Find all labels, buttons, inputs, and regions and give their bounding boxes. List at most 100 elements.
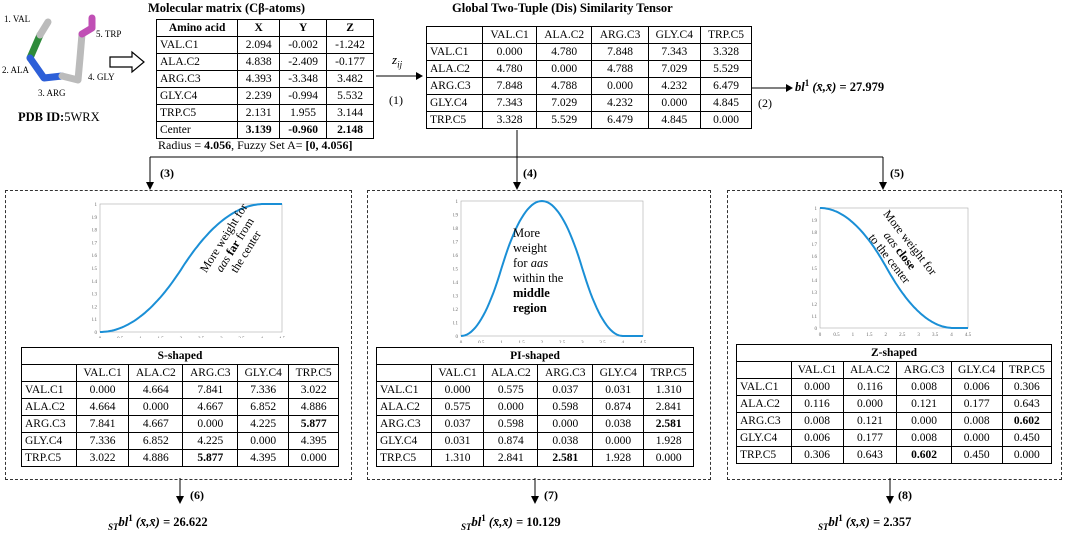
x-tick-label: 3: [220, 337, 223, 338]
z-shaped-curve: [820, 207, 968, 329]
residue-label-val: 1. VAL: [4, 14, 30, 24]
table-cell: 0.000: [700, 111, 752, 129]
table-header: VAL.C1: [75, 364, 130, 382]
mm-cell: -0.177: [326, 53, 374, 71]
y-tick-label: 0.8: [453, 227, 459, 232]
table-header: ALA.C2: [128, 364, 184, 382]
mm-cell: -1.242: [326, 36, 374, 54]
pi-shaped-curve: [460, 199, 643, 337]
table-cell: 0.000: [1001, 446, 1053, 464]
z-result-formula: STbl1 (x̄,x̄) = 2.357: [818, 513, 912, 532]
table-cell: 4.395: [288, 432, 339, 450]
table-cell: 0.177: [842, 429, 898, 447]
table-cell: 6.479: [591, 111, 649, 129]
y-tick-label: 0.2: [812, 303, 818, 308]
table-cell: 0.038: [537, 432, 594, 450]
table-cell: 0.006: [790, 429, 844, 447]
table-cell: 1.928: [643, 432, 694, 450]
mm-cell: 4.393: [237, 70, 281, 88]
mm-cell: -2.409: [279, 53, 328, 71]
table-header: [736, 361, 792, 379]
table-row: GLY.C4 7.336 6.852 4.225 0.000 4.395: [21, 432, 339, 450]
table-row: TRP.C5 1.310 2.841 2.581 1.928 0.000: [376, 449, 694, 467]
table-cell: 0.000: [790, 378, 844, 396]
table-cell: 0.000: [182, 415, 239, 433]
row-label: TRP.C5: [376, 449, 432, 467]
panel-z-shaped: [727, 190, 1062, 480]
table-row: TRP.C5 0.306 0.643 0.602 0.450 0.000: [736, 446, 1053, 464]
x-tick-label: 1: [139, 337, 142, 338]
table-row: TRP.C5 3.328 5.529 6.479 4.845 0.000: [425, 111, 752, 129]
y-tick-label: 0.5: [453, 268, 459, 273]
row-label: ALA.C2: [736, 395, 792, 413]
table-row: ARG.C3 7.848 4.788 0.000 4.232 6.479: [425, 77, 752, 95]
table-cell: 4.225: [237, 415, 290, 433]
table-cell: 2.581: [537, 449, 594, 467]
table-cell: 0.177: [950, 395, 1003, 413]
table-title: S-shaped: [21, 347, 339, 365]
table-cell: 0.116: [790, 395, 844, 413]
table-header: VAL.C1: [790, 361, 844, 379]
mm-cell: -0.960: [279, 121, 328, 139]
table-cell: 0.000: [75, 381, 130, 399]
mm-cell: 1.955: [279, 104, 328, 122]
table-header: VAL.C1: [482, 26, 537, 44]
row-label: GLY.C4: [736, 429, 792, 447]
table-header: GLY.C4: [950, 361, 1003, 379]
row-label: GLY.C4: [21, 432, 77, 450]
residue-label-arg: 3. ARG: [38, 88, 66, 98]
y-tick-label: 0.3: [812, 291, 818, 296]
z-shaped-table: Z-shaped VAL.C1 ALA.C2 ARG.C3 GLY.C4 TRP.C5 VA…: [736, 344, 1053, 464]
table-header: GLY.C4: [592, 364, 645, 382]
table-cell: 0.643: [1001, 395, 1053, 413]
table-cell: 0.575: [430, 398, 485, 416]
molecule-structure: 1. VAL 2. ALA 3. ARG 4. GLY 5. TRP: [2, 14, 121, 98]
x-tick-label: 1: [852, 333, 855, 336]
table-header: TRP.C5: [288, 364, 339, 382]
step-7-label: (7): [544, 488, 558, 502]
table-cell: 1.310: [430, 449, 485, 467]
table-cell: 4.667: [182, 398, 239, 416]
table-cell: 0.008: [896, 429, 952, 447]
table-cell: 0.006: [950, 378, 1003, 396]
x-tick-label: 3: [581, 341, 584, 343]
table-header: GLY.C4: [647, 26, 702, 44]
table-header: TRP.C5: [1001, 361, 1053, 379]
table-header: ARG.C3: [591, 26, 649, 44]
y-tick-label: 0.1: [812, 315, 818, 320]
table-cell: 0.000: [592, 432, 645, 450]
mm-row: VAL.C1 2.094 -0.002 -1.242: [155, 36, 374, 54]
table-cell: 7.336: [75, 432, 130, 450]
table-header: GLY.C4: [237, 364, 290, 382]
s-shaped-curve-chart: 0 0.5 1 1.5 2 2.5 3 3.5 4 4.5 0 0.1 0.2 0.3 0.4 0.5 0.6 0…: [92, 201, 286, 338]
table-row: GLY.C4 0.006 0.177 0.008 0.000 0.450: [736, 429, 1053, 447]
mm-row-label: ARG.C3: [155, 70, 239, 88]
x-tick-label: 1: [500, 341, 503, 343]
step-2-label: (2): [758, 96, 772, 110]
mm-header: Amino acid: [155, 19, 239, 37]
table-row: GLY.C4 7.343 7.029 4.232 0.000 4.845: [425, 94, 752, 112]
mm-row: ALA.C2 4.838 -2.409 -0.177: [155, 53, 374, 71]
table-row: VAL.C1 0.000 0.116 0.008 0.006 0.306: [736, 378, 1053, 396]
table-cell: 0.000: [537, 415, 594, 433]
table-cell: 0.598: [537, 398, 594, 416]
x-tick-label: 0: [99, 337, 102, 338]
table-cell: 4.886: [288, 398, 339, 416]
table-cell: 5.877: [182, 449, 239, 467]
table-cell: 0.874: [592, 398, 645, 416]
table-cell: 0.306: [1001, 378, 1053, 396]
global-bl-formula: bl1 (x̄,x̄) = 27.979: [795, 78, 885, 95]
table-cell: 2.581: [643, 415, 694, 433]
table-cell: 0.602: [896, 446, 952, 464]
table-cell: 0.038: [592, 415, 645, 433]
x-tick-label: 0: [819, 333, 822, 336]
table-header: ARG.C3: [896, 361, 952, 379]
x-tick-label: 2: [885, 333, 888, 336]
table-cell: 6.852: [128, 432, 184, 450]
table-cell: 7.848: [591, 43, 649, 61]
x-tick-label: 1.5: [158, 337, 165, 338]
residue-label-ala: 2. ALA: [2, 65, 30, 75]
table-header: [376, 364, 432, 382]
table-cell: 0.306: [790, 446, 844, 464]
y-tick-label: 0.1: [453, 322, 459, 327]
